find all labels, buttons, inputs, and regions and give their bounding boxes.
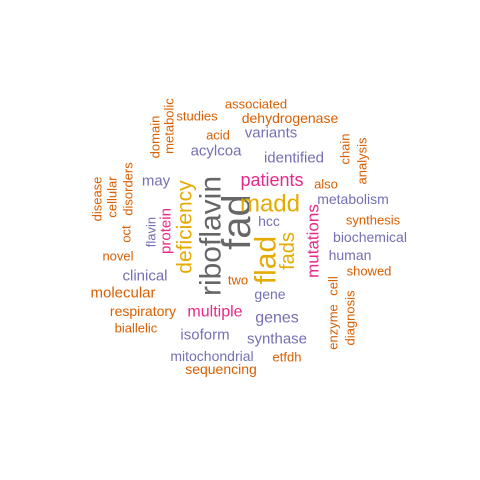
word-flad: flad xyxy=(250,236,283,284)
word-analysis: analysis xyxy=(355,137,370,184)
word-identified: identified xyxy=(264,150,324,167)
word-variants: variants xyxy=(245,125,298,142)
word-diagnosis: diagnosis xyxy=(343,290,358,345)
word-synthesis: synthesis xyxy=(346,213,401,228)
word-mutations: mutations xyxy=(304,204,323,278)
word-riboflavin: riboflavin xyxy=(195,176,228,296)
word-two: two xyxy=(228,273,248,288)
word-disorders: disorders xyxy=(121,162,136,216)
word-protein: protein xyxy=(158,208,175,254)
word-synthase: synthase xyxy=(247,331,307,348)
word-metabolism: metabolism xyxy=(317,191,389,207)
word-may: may xyxy=(142,173,171,190)
word-cellular: cellular xyxy=(105,176,120,218)
word-clinical: clinical xyxy=(122,268,167,285)
word-dehydrogenase: dehydrogenase xyxy=(242,110,339,126)
word-cell: cell xyxy=(326,276,341,296)
word-mitochondrial: mitochondrial xyxy=(170,348,253,364)
word-patients: patients xyxy=(240,170,303,190)
word-biochemical: biochemical xyxy=(333,229,407,245)
word-human: human xyxy=(329,247,372,263)
word-hcc: hcc xyxy=(258,213,280,229)
word-gene: gene xyxy=(254,286,285,302)
word-isoform: isoform xyxy=(180,327,229,344)
word-acylcoa: acylcoa xyxy=(191,143,243,160)
word-etfdh: etfdh xyxy=(273,350,302,365)
word-showed: showed xyxy=(347,264,392,279)
word-domain: domain xyxy=(148,116,163,159)
word-chain: chain xyxy=(338,133,353,164)
word-fad: fad xyxy=(215,194,259,250)
word-oct: oct xyxy=(119,225,134,243)
word-metabolic: metabolic xyxy=(162,98,177,154)
word-acid: acid xyxy=(206,128,230,143)
word-genes: genes xyxy=(255,310,299,327)
word-multiple: multiple xyxy=(187,304,242,321)
word-respiratory: respiratory xyxy=(110,303,176,319)
word-novel: novel xyxy=(102,249,133,264)
word-studies: studies xyxy=(176,109,218,124)
word-fads: fads xyxy=(277,232,299,270)
word-biallelic: biallelic xyxy=(115,321,158,336)
word-madd: madd xyxy=(240,191,300,218)
word-sequencing: sequencing xyxy=(185,361,257,377)
word-associated: associated xyxy=(225,97,287,112)
word-molecular: molecular xyxy=(90,285,155,302)
word-also: also xyxy=(314,177,338,192)
word-enzyme: enzyme xyxy=(326,304,341,350)
word-disease: disease xyxy=(90,177,105,222)
word-deficiency: deficiency xyxy=(174,180,197,274)
word-flavin: flavin xyxy=(144,217,159,247)
